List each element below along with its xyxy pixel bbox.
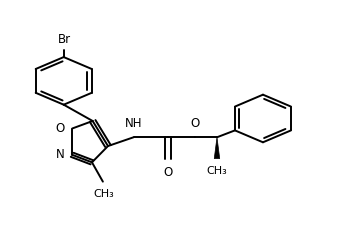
Polygon shape	[214, 137, 220, 159]
Text: N: N	[56, 148, 65, 161]
Text: O: O	[190, 117, 199, 130]
Text: CH₃: CH₃	[94, 189, 115, 199]
Text: Br: Br	[58, 33, 71, 46]
Text: CH₃: CH₃	[207, 166, 227, 176]
Text: O: O	[55, 122, 65, 135]
Text: O: O	[163, 166, 172, 179]
Text: NH: NH	[125, 117, 142, 130]
